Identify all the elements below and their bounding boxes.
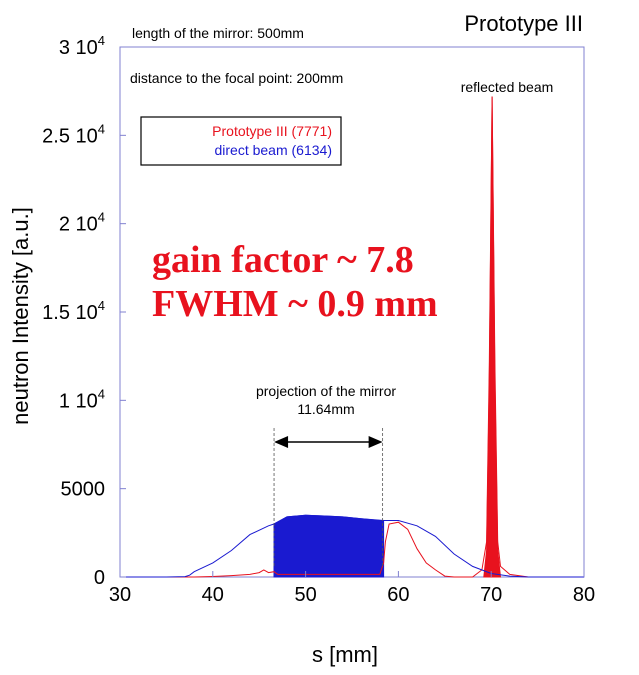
y-tick-label: 1.5 104 bbox=[42, 298, 105, 324]
projection-arrow bbox=[273, 428, 384, 566]
x-tick-label: 40 bbox=[202, 584, 224, 606]
series-fill-3 bbox=[483, 96, 502, 578]
y-tick-label: 5000 bbox=[61, 479, 106, 501]
mirror-length-annotation: length of the mirror: 500mm bbox=[132, 25, 304, 41]
x-tick-label: 30 bbox=[109, 584, 131, 606]
gain-factor-annotation: gain factor ~ 7.8 bbox=[152, 239, 414, 281]
projection-value-annotation: 11.64mm bbox=[297, 401, 354, 417]
x-tick-label: 50 bbox=[294, 584, 316, 606]
legend: Prototype III (7771) direct beam (6134) bbox=[140, 116, 342, 166]
y-axis-label: neutron Intensity [a.u.] bbox=[8, 207, 33, 425]
series-fill-2 bbox=[273, 514, 385, 578]
reflected-beam-annotation: reflected beam bbox=[461, 79, 554, 95]
series-line-0 bbox=[120, 96, 584, 578]
projection-arrow-left-head bbox=[274, 436, 289, 448]
fwhm-annotation: FWHM ~ 0.9 mm bbox=[152, 283, 438, 325]
x-axis-label: s [mm] bbox=[312, 642, 378, 667]
y-tick-label: 2 104 bbox=[59, 210, 105, 236]
fill-layer bbox=[273, 96, 502, 578]
series-line-1 bbox=[120, 514, 584, 578]
chart-title: Prototype III bbox=[464, 11, 583, 36]
y-tick-label: 1 104 bbox=[59, 386, 105, 412]
y-tick-label: 2.5 104 bbox=[42, 121, 105, 147]
focal-distance-annotation: distance to the focal point: 200mm bbox=[130, 70, 343, 86]
legend-box bbox=[140, 116, 342, 166]
x-axis: 30 40 50 60 70 80 bbox=[109, 571, 595, 606]
y-tick-label: 3 104 bbox=[59, 33, 105, 59]
x-tick-label: 70 bbox=[480, 584, 502, 606]
line-layer bbox=[120, 96, 584, 578]
legend-entry-direct-beam: direct beam (6134) bbox=[214, 142, 332, 158]
projection-annotation: projection of the mirror bbox=[256, 383, 396, 399]
y-tick-label: 0 bbox=[94, 567, 105, 589]
projection-arrow-right-head bbox=[368, 436, 383, 448]
y-axis: 0 5000 1 104 1.5 104 2 104 2.5 104 3 104 bbox=[42, 33, 126, 589]
x-tick-label: 60 bbox=[387, 584, 409, 606]
x-tick-label: 80 bbox=[573, 584, 595, 606]
legend-entry-prototype: Prototype III (7771) bbox=[212, 123, 332, 139]
